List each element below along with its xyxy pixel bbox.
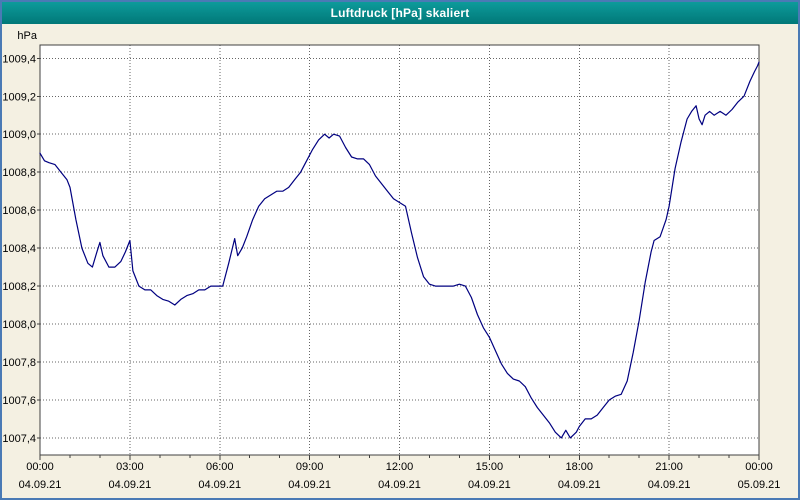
svg-text:09:00: 09:00 xyxy=(296,461,324,473)
svg-text:15:00: 15:00 xyxy=(476,461,504,473)
svg-text:04.09.21: 04.09.21 xyxy=(19,479,62,491)
svg-text:1007,4: 1007,4 xyxy=(2,433,36,445)
svg-text:04.09.21: 04.09.21 xyxy=(558,479,601,491)
chart-area: 1009,4 1009,2 1009,0 1008,8 1008,6 1008,4 1008… xyxy=(2,24,798,498)
svg-text:1008,0: 1008,0 xyxy=(2,319,36,331)
svg-text:21:00: 21:00 xyxy=(655,461,683,473)
svg-text:00:00: 00:00 xyxy=(745,461,773,473)
svg-text:1008,4: 1008,4 xyxy=(2,243,36,255)
window-title: Luftdruck [hPa] skaliert xyxy=(330,6,470,20)
svg-text:1008,6: 1008,6 xyxy=(2,205,36,217)
svg-text:1007,8: 1007,8 xyxy=(2,357,36,369)
svg-text:18:00: 18:00 xyxy=(565,461,593,473)
svg-text:1009,0: 1009,0 xyxy=(2,129,36,141)
svg-text:1008,8: 1008,8 xyxy=(2,167,36,179)
svg-text:hPa: hPa xyxy=(17,30,37,42)
pressure-chart: 1009,4 1009,2 1009,0 1008,8 1008,6 1008,4 1008… xyxy=(2,30,781,491)
svg-text:12:00: 12:00 xyxy=(386,461,414,473)
svg-text:04.09.21: 04.09.21 xyxy=(468,479,511,491)
svg-text:04.09.21: 04.09.21 xyxy=(648,479,691,491)
svg-text:04.09.21: 04.09.21 xyxy=(108,479,151,491)
svg-text:1008,2: 1008,2 xyxy=(2,281,36,293)
svg-text:1009,2: 1009,2 xyxy=(2,91,36,103)
svg-text:03:00: 03:00 xyxy=(116,461,144,473)
svg-text:04.09.21: 04.09.21 xyxy=(288,479,331,491)
svg-text:04.09.21: 04.09.21 xyxy=(198,479,241,491)
svg-text:00:00: 00:00 xyxy=(26,461,54,473)
svg-text:05.09.21: 05.09.21 xyxy=(738,479,781,491)
svg-text:04.09.21: 04.09.21 xyxy=(378,479,421,491)
svg-text:1007,6: 1007,6 xyxy=(2,395,36,407)
title-bar[interactable]: Luftdruck [hPa] skaliert xyxy=(2,2,798,24)
svg-text:1009,4: 1009,4 xyxy=(2,53,36,65)
svg-text:06:00: 06:00 xyxy=(206,461,234,473)
